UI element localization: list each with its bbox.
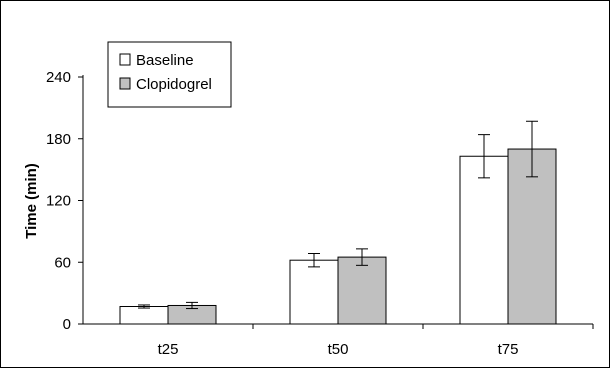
- legend: Baseline Clopidogrel: [107, 41, 232, 108]
- y-tick-label: 60: [54, 254, 71, 271]
- legend-label-baseline: Baseline: [136, 52, 194, 69]
- y-tick-label: 180: [46, 131, 71, 148]
- y-tick-label: 120: [46, 193, 71, 210]
- legend-swatch-clopidogrel: [119, 77, 131, 90]
- bar-baseline-t25: [119, 306, 169, 325]
- y-tick-label: 240: [46, 69, 71, 86]
- legend-swatch-baseline: [119, 53, 131, 66]
- bar-baseline-t75: [459, 155, 509, 325]
- legend-box: [107, 41, 232, 108]
- bars: [119, 120, 557, 325]
- bar-baseline-t50: [289, 259, 339, 325]
- axes: 0 60 120 180 240 t25 t50 t75: [46, 69, 594, 358]
- y-tick-label: 0: [63, 316, 71, 333]
- bar-clopidogrel-t75: [507, 148, 557, 325]
- x-tick-label: t25: [158, 341, 179, 358]
- legend-label-clopidogrel: Clopidogrel: [136, 76, 212, 93]
- bar-clopidogrel-t50: [337, 256, 387, 325]
- y-axis-label: Time (min): [23, 163, 40, 239]
- x-tick-label: t50: [328, 341, 349, 358]
- x-tick-label: t75: [498, 341, 519, 358]
